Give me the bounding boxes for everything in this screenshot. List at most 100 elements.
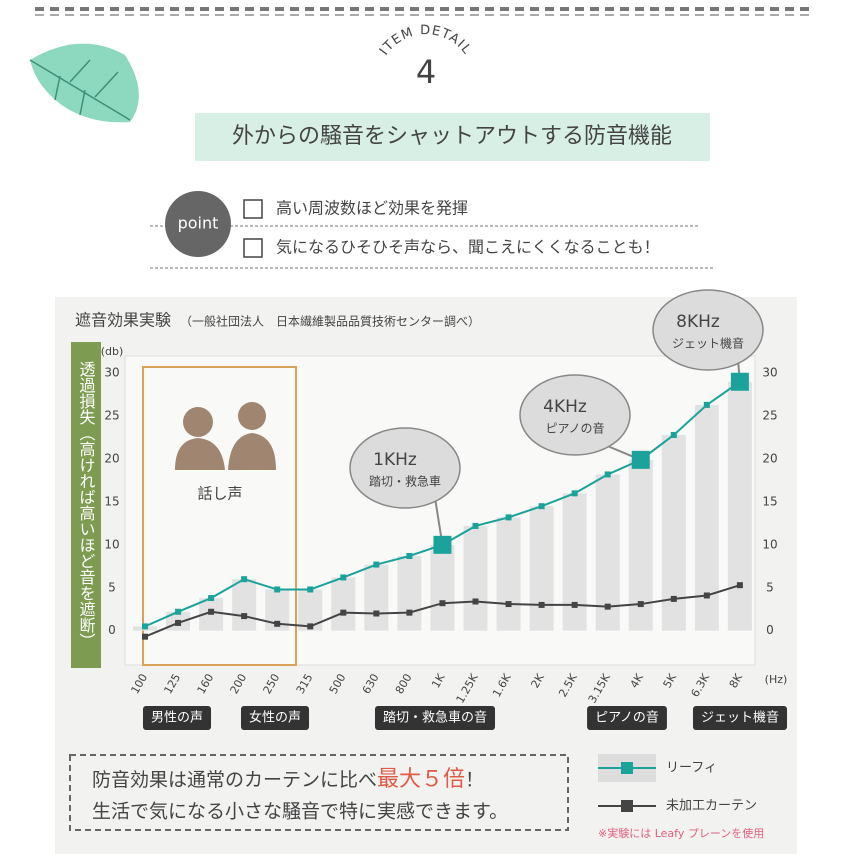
point-marker — [472, 598, 479, 605]
speech-region — [142, 366, 297, 666]
person-head — [183, 407, 213, 437]
speech-label: 話し声 — [197, 485, 242, 503]
point-marker — [274, 620, 281, 627]
callout-cloud — [519, 374, 631, 456]
point-marker — [340, 609, 347, 616]
band-label: 踏切・救急車の音 — [383, 710, 487, 726]
summary-line: 生活で気になる小さな騒音で特に実感できます。 — [92, 801, 508, 823]
y-label-box — [71, 342, 101, 668]
y-tick-label: 20 — [104, 452, 119, 466]
point-marker — [241, 576, 248, 583]
point-marker — [406, 552, 413, 559]
band-label-bg — [374, 706, 496, 730]
callout-cloud — [652, 289, 764, 371]
callout-label: ジェット機音 — [672, 336, 744, 351]
point-marker — [538, 601, 545, 608]
x-tick-label: 1K — [429, 671, 448, 690]
point-marker — [439, 600, 446, 607]
legend-marker — [621, 800, 633, 812]
point-badge — [165, 191, 231, 257]
point-marker — [373, 610, 380, 617]
y2-tick-label: 15 — [762, 494, 777, 508]
band-label: 男性の声 — [151, 711, 203, 726]
point-marker — [175, 619, 182, 626]
point-marker — [538, 503, 545, 510]
band-label-bg — [142, 706, 212, 730]
checkbox — [243, 238, 263, 258]
y-tick-label: 0 — [108, 623, 116, 637]
y2-tick-label: 30 — [762, 366, 777, 380]
summary-text: ！ — [465, 769, 484, 791]
point-marker — [571, 490, 578, 497]
band-label-bg — [692, 706, 788, 730]
point-marker — [208, 608, 215, 615]
band-label: ピアノの音 — [595, 710, 659, 726]
point-badge-text: point — [178, 214, 219, 233]
bar — [364, 564, 389, 631]
point-marker — [340, 574, 347, 581]
point-marker — [505, 601, 512, 608]
y2-tick-label: 5 — [766, 580, 774, 594]
point-marker — [274, 586, 281, 593]
highlight-marker — [433, 535, 452, 554]
callout-label: 踏切・救急車 — [369, 474, 441, 489]
x-tick-label: 4K — [628, 671, 647, 690]
x-tick-label: 5K — [661, 671, 680, 690]
legend-marker — [621, 762, 633, 774]
summary-text: 防音効果は通常のカーテンに比べ — [92, 769, 377, 791]
y2-tick-label: 10 — [762, 537, 777, 551]
speech-icon — [175, 402, 276, 470]
point-marker — [571, 601, 578, 608]
bar — [562, 493, 587, 631]
point-marker — [703, 592, 710, 599]
bar — [397, 555, 422, 631]
y-tick-label: 25 — [104, 409, 119, 423]
summary-highlight: 最大５倍 — [377, 767, 465, 792]
chart-subtitle: （一般社団法人 日本繊維製品品質技術センター調べ） — [180, 314, 480, 329]
callout-freq: 1KHz — [373, 450, 417, 470]
person-body — [228, 433, 276, 470]
point-marker — [208, 595, 215, 602]
y2-tick-label: 25 — [762, 409, 777, 423]
checkbox — [243, 199, 263, 219]
callout-cloud — [349, 427, 461, 509]
bar — [529, 506, 554, 631]
y-tick-label: 10 — [104, 537, 119, 551]
y2-tick-label: 0 — [766, 623, 774, 637]
point-marker — [175, 608, 182, 615]
point-marker — [307, 623, 314, 630]
bar — [331, 577, 356, 631]
person-body — [175, 438, 225, 470]
callout-freq: 4KHz — [543, 397, 587, 417]
note: ※実験には Leafy プレーンを使用 — [598, 826, 764, 840]
person-head — [238, 402, 266, 430]
point-marker — [241, 613, 248, 620]
point-marker — [505, 514, 512, 521]
item-number: 4 — [416, 53, 436, 91]
point-marker — [472, 522, 479, 529]
point-item: 高い周波数ほど効果を発揮 — [276, 199, 468, 218]
y-tick-label: 30 — [104, 366, 119, 380]
bar — [727, 381, 752, 631]
point-marker — [406, 609, 413, 616]
point-marker — [670, 595, 677, 602]
point-marker — [142, 623, 148, 630]
callout-label: ピアノの音 — [546, 421, 605, 436]
band-label: ジェット機音 — [701, 710, 779, 726]
title-banner — [195, 113, 710, 161]
leaf-icon — [29, 43, 139, 123]
point-marker — [670, 431, 677, 438]
chart-title: 遮音効果実験 — [75, 311, 171, 330]
point-item: 気になるひそひそ声なら、聞こえにくくなることも！ — [276, 238, 660, 257]
y2-tick-label: 20 — [762, 452, 777, 466]
summary-line: 防音効果は通常のカーテンに比べ最大５倍！ — [92, 767, 484, 792]
highlight-marker — [730, 372, 749, 391]
bar — [430, 544, 455, 631]
band-label: 女性の声 — [249, 710, 301, 726]
y-unit: (db) — [101, 345, 124, 358]
band-label-bg — [240, 706, 310, 730]
x-tick-label: 8K — [727, 671, 746, 690]
callout-freq: 8KHz — [676, 312, 720, 332]
point-marker — [703, 401, 710, 408]
bar — [463, 525, 488, 631]
